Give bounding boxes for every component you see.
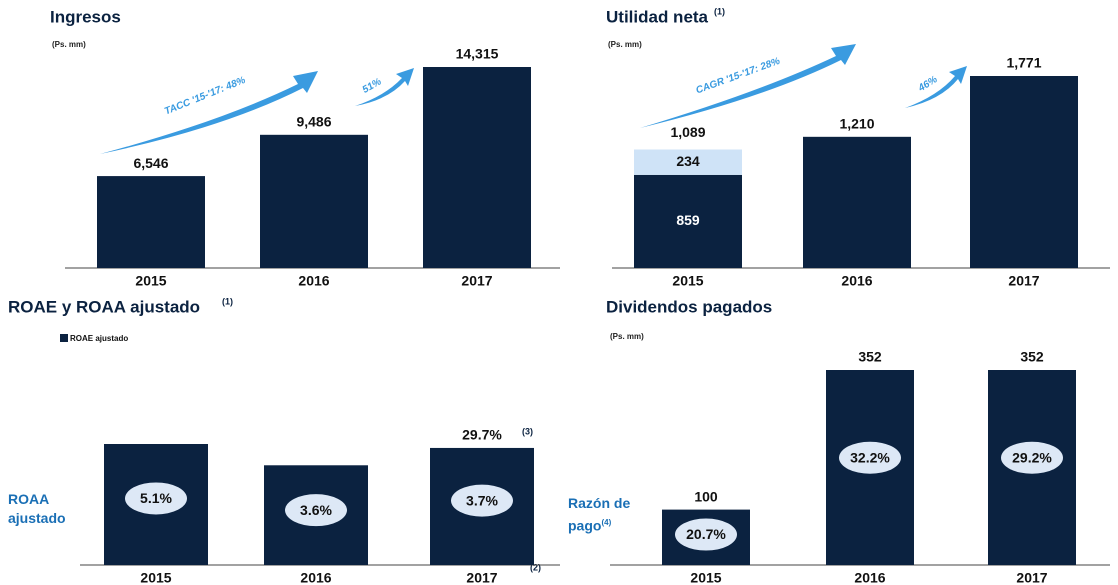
- data-label: 352: [1020, 349, 1044, 365]
- x-tick-label: 2017: [466, 570, 497, 585]
- annotation: TACC '15-'17: 48%: [163, 75, 247, 118]
- bar: [423, 67, 531, 268]
- x-tick-label: 2017: [1008, 273, 1039, 289]
- data-label: 14,315: [456, 46, 499, 62]
- x-tick-label: 2017: [1016, 570, 1047, 585]
- unit-label: (Ps. mm): [52, 40, 86, 49]
- footnote: (2): [530, 562, 541, 572]
- data-label: 352: [858, 349, 882, 365]
- x-tick-label: 2015: [135, 273, 166, 289]
- data-label: 32.2%: [850, 449, 890, 465]
- data-label: 20.7%: [686, 526, 726, 542]
- annotation: 46%: [916, 74, 940, 95]
- ratio-badge: [675, 518, 737, 551]
- bar-segment: [634, 149, 742, 175]
- chart-title: Ingresos: [50, 7, 121, 26]
- x-tick-label: 2016: [300, 570, 331, 585]
- growth-arrow: [100, 71, 318, 154]
- title-note: (1): [714, 6, 725, 16]
- data-label: 6,546: [133, 155, 168, 171]
- data-label: 3.7%: [466, 492, 498, 508]
- x-tick-label: 2016: [298, 273, 329, 289]
- legend-label: ROAE ajustado: [70, 334, 128, 343]
- title-note: (1): [222, 296, 233, 306]
- x-tick-label: 2015: [690, 570, 721, 585]
- chart-title: Dividendos pagados: [606, 297, 772, 316]
- footnote: (3): [522, 426, 533, 436]
- series-name: ROAA ajustado: [8, 491, 66, 526]
- series-name: Razón de pago: [568, 495, 631, 534]
- data-label: 100: [694, 488, 718, 504]
- total-label: 1,089: [670, 124, 705, 140]
- bar-segment: [803, 136, 911, 268]
- x-tick-label: 2015: [672, 273, 703, 289]
- data-label: 1,771: [1006, 55, 1041, 71]
- growth-arrow: [640, 44, 856, 128]
- data-label: 3.6%: [300, 502, 332, 518]
- ratio-badge: [125, 482, 187, 515]
- chart-title: Utilidad neta: [606, 7, 709, 26]
- ratio-badge: [839, 441, 901, 474]
- data-label: 5.1%: [140, 490, 172, 506]
- series-label: ROAA ajustado: [8, 490, 66, 528]
- bar-segment: [970, 76, 1078, 268]
- x-tick-label: 2016: [841, 273, 872, 289]
- data-label: 1,210: [839, 116, 874, 132]
- data-label: 234: [676, 153, 700, 169]
- bar: [97, 176, 205, 268]
- data-label: 9,486: [296, 114, 331, 130]
- x-tick-label: 2015: [140, 570, 171, 585]
- ratio-badge: [451, 484, 513, 517]
- x-tick-label: 2016: [854, 570, 885, 585]
- data-label: 859: [676, 212, 700, 228]
- annotation: 51%: [361, 76, 384, 96]
- unit-label: (Ps. mm): [608, 40, 642, 49]
- bar: [260, 134, 368, 268]
- bar-segment: [634, 174, 742, 268]
- data-label: 29.7%: [462, 427, 502, 443]
- data-label: 29.2%: [1012, 449, 1052, 465]
- growth-arrow: [355, 68, 414, 106]
- x-tick-label: 2017: [461, 273, 492, 289]
- series-note: (4): [601, 518, 612, 527]
- growth-arrow: [905, 66, 967, 108]
- ratio-badge: [1001, 441, 1063, 474]
- series-label: Razón de pago(4): [568, 494, 638, 536]
- annotation: CAGR '15-'17: 28%: [694, 56, 781, 97]
- legend-swatch: [60, 334, 68, 342]
- ratio-badge: [285, 494, 347, 527]
- chart-title: ROAE y ROAA ajustado: [8, 297, 200, 316]
- unit-label: (Ps. mm): [610, 332, 644, 341]
